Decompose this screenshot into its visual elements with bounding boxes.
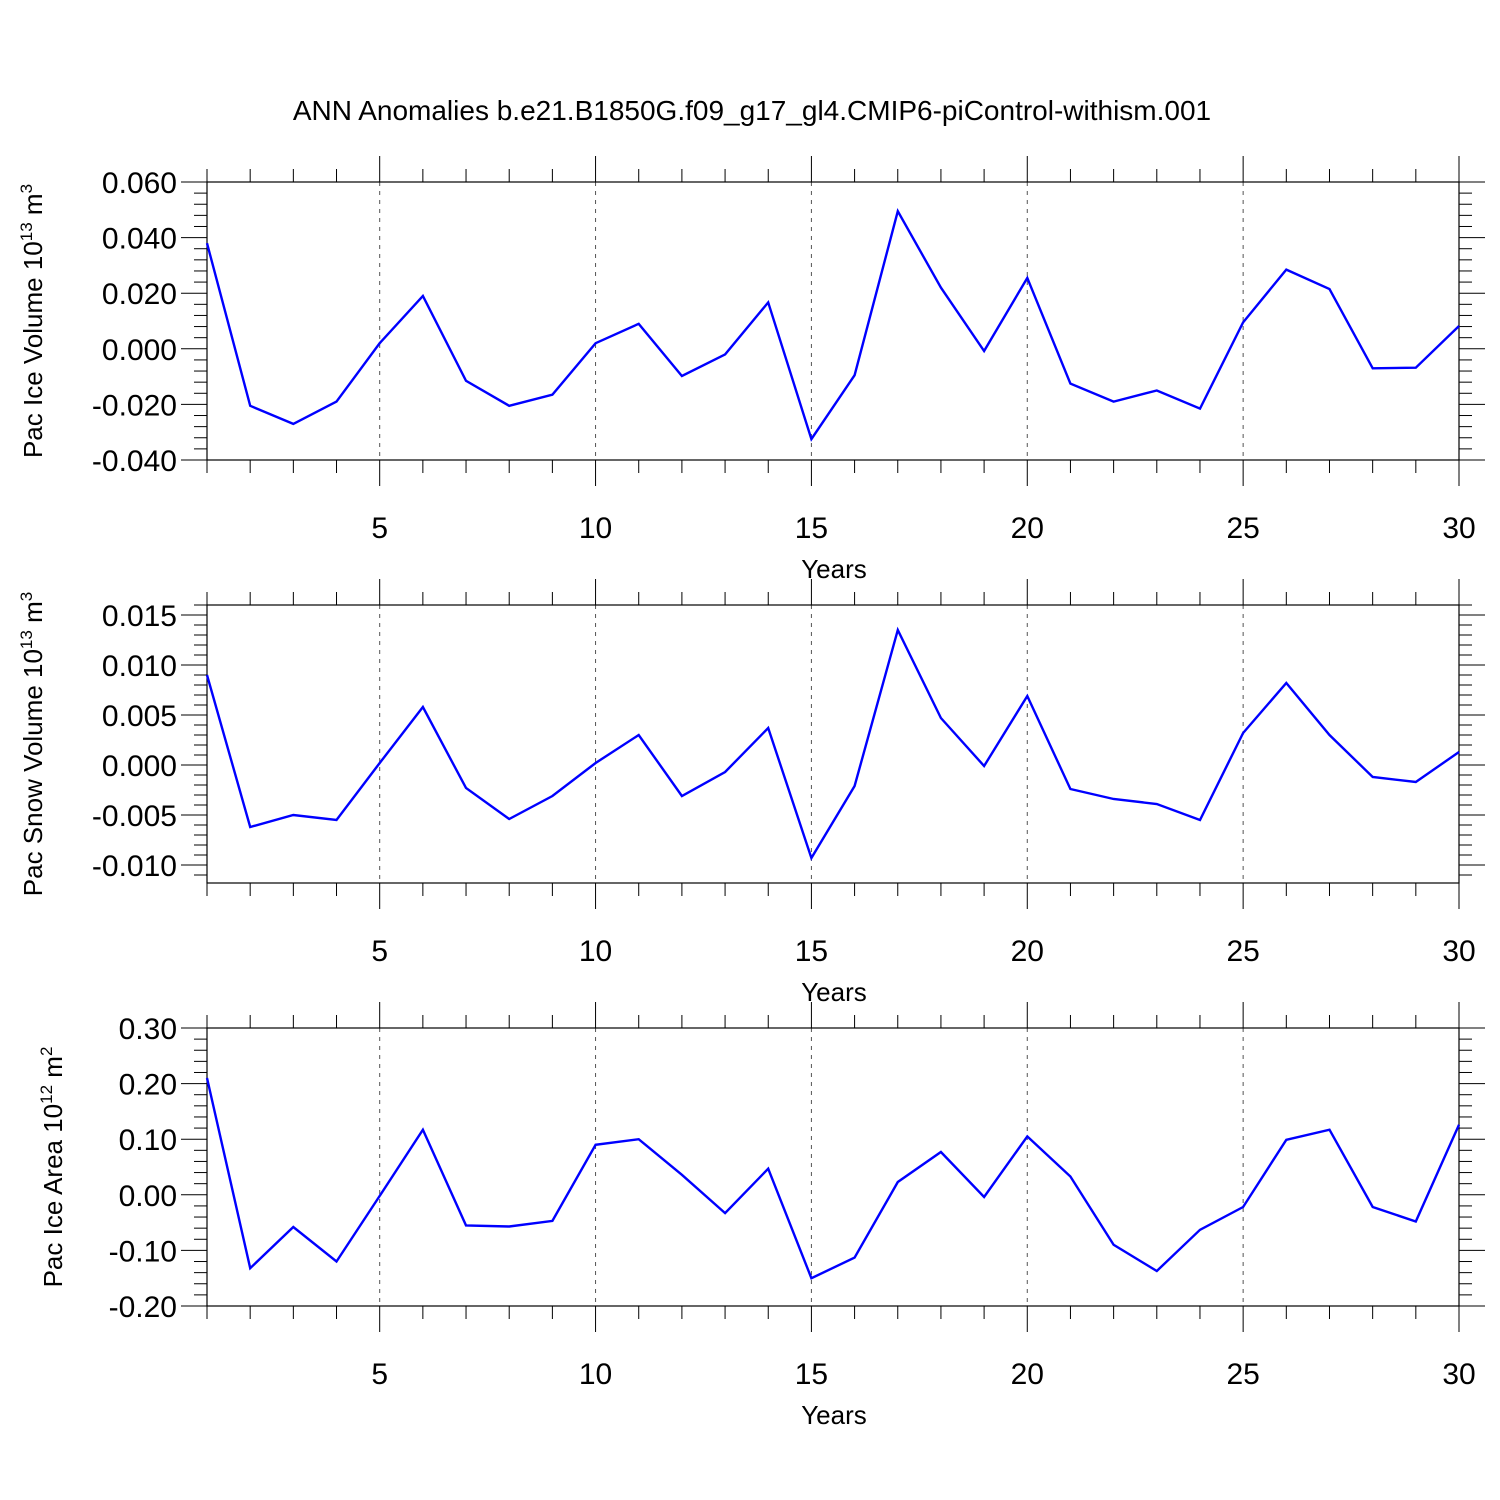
y-tick-label: 0.00 [119,1180,177,1213]
x-tick-label: 15 [795,935,828,968]
y-tick-label: 0.000 [102,750,177,783]
x-tick-label: 25 [1226,1358,1259,1391]
y-tick-label: 0.30 [119,1013,177,1046]
x-tick-label: 20 [1011,935,1044,968]
panel-2: -0.010 -0.005 0.000 0.005 0.010 0.015 5 10 15 20 2… [17,579,1485,1007]
y-axis-title-unit: m [38,1056,68,1085]
plot-frame [206,1027,1460,1307]
y-axis-title-unit: m [18,193,48,222]
y-tick-label: 0.20 [119,1069,177,1102]
y-tick-label: 0.000 [102,334,177,367]
x-tick-label: 15 [795,1358,828,1391]
y-axis-title-exponent: 13 [17,222,36,241]
x-tick-label: 10 [579,1358,612,1391]
y-axis-title-exponent: 12 [37,1085,56,1104]
x-tick-label: 5 [371,512,388,545]
series-line [205,1077,1461,1280]
x-tick-label: 15 [795,512,828,545]
y-tick-label: -0.20 [109,1291,177,1324]
y-tick-label: 0.10 [119,1124,177,1157]
y-tick-label: 0.010 [102,650,177,683]
x-tick-label: 20 [1011,512,1044,545]
x-tick-label: 30 [1442,512,1475,545]
y-tick-label: -0.040 [92,445,177,478]
y-axis-title: Pac Ice Volume 1013 m3 [17,184,48,458]
x-tick-label: 25 [1226,935,1259,968]
y-tick-label: -0.020 [92,389,177,422]
y-axis-title-text: Pac Ice Area 10 [38,1104,68,1288]
y-axis-title: Pac Snow Volume 1013 m3 [17,592,48,896]
x-tick-label: 20 [1011,1358,1044,1391]
y-axis-title-unit-exponent: 2 [37,1047,56,1056]
y-axis-title-unit: m [18,601,48,630]
x-tick-label: 5 [371,1358,388,1391]
y-axis-title-exponent: 13 [17,630,36,649]
y-axis-title: Pac Ice Area 1012 m2 [37,1047,68,1288]
y-axis-title-text: Pac Ice Volume 10 [18,241,48,458]
x-axis-title: Years [801,554,867,584]
plot-frame [206,604,1460,884]
x-tick-label: 10 [579,935,612,968]
x-tick-label: 25 [1226,512,1259,545]
plot-frame [206,181,1460,461]
x-tick-label: 10 [579,512,612,545]
y-tick-label: 0.015 [102,600,177,633]
y-tick-label: -0.10 [109,1235,177,1268]
y-tick-label: -0.005 [92,800,177,833]
y-tick-label: 0.020 [102,278,177,311]
x-axis-title: Years [801,977,867,1007]
series-line [205,208,1460,442]
figure-title: ANN Anomalies b.e21.B1850G.f09_g17_gl4.C… [293,95,1211,126]
y-tick-label: 0.060 [102,167,177,200]
x-axis-title: Years [801,1400,867,1430]
series-line [205,626,1460,861]
y-tick-label: 0.005 [102,700,177,733]
panel-3: -0.20 -0.10 0.00 0.10 0.20 0.30 5 10 15 20 25 30 Yea… [37,1002,1485,1430]
y-tick-label: -0.010 [92,850,177,883]
x-tick-label: 30 [1442,935,1475,968]
x-tick-label: 5 [371,935,388,968]
y-axis-title-text: Pac Snow Volume 10 [18,649,48,896]
y-axis-title-unit-exponent: 3 [17,184,36,193]
x-tick-label: 30 [1442,1358,1475,1391]
panel-1: -0.040 -0.020 0.000 0.020 0.040 0.060 5 10 15 20 2… [17,156,1485,584]
y-axis-title-unit-exponent: 3 [17,592,36,601]
y-tick-label: 0.040 [102,223,177,256]
